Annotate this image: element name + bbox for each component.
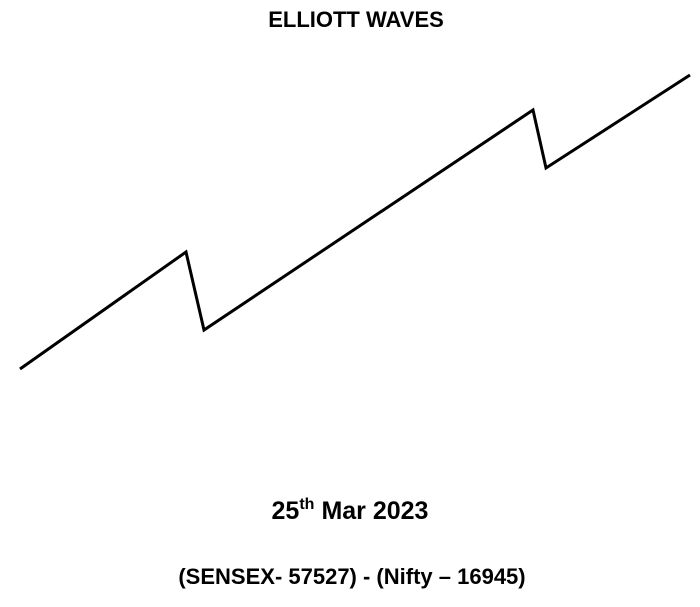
date: 25th Mar 2023	[272, 496, 429, 525]
wave-line	[19, 73, 691, 371]
indices: (SENSEX- 57527) - (Nifty – 16945)	[178, 564, 525, 589]
date-suffix: th	[299, 496, 314, 513]
title: ELLIOTT WAVES	[268, 7, 444, 32]
date-rest: Mar 2023	[321, 497, 428, 525]
date-day: 25	[272, 497, 300, 525]
